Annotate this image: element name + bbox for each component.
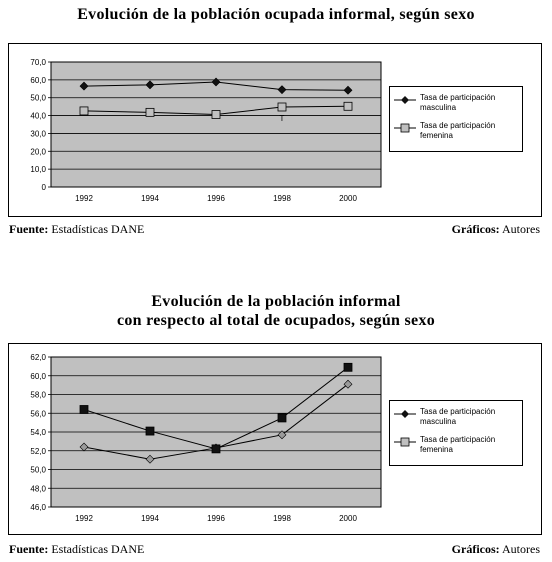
chart-annotation: T [280,114,285,123]
source-label: Fuente: [9,542,49,556]
data-point-square [79,405,89,414]
data-point-square [79,106,89,116]
legend-diamond-icon [394,410,416,418]
data-point-square [277,413,287,423]
y-tick-label: 40,0 [30,112,46,121]
y-tick-label: 46,0 [30,503,46,512]
chart1-credits: Gráficos: Autores [452,222,540,237]
data-point-square [277,102,287,112]
legend-square-icon [394,437,416,447]
chart1-plot: 70,0 60,0 50,0 40,0 30,0 20,0 10,0 0 1992 1994 199… [30,58,382,203]
chart2-legend-male-label: Tasa de participación masculina [420,407,496,426]
chart2-source: Fuente: Estadísticas DANE [9,542,144,557]
chart1-source: Fuente: Estadísticas DANE [9,222,144,237]
y-tick-label: 30,0 [30,129,46,138]
y-tick-label: 20,0 [30,147,46,156]
source-label: Fuente: [9,222,49,236]
x-tick-label: 1992 [75,194,93,203]
chart1-legend: Tasa de participación masculina Tasa de … [389,86,523,152]
source-value: Estadísticas DANE [51,542,145,556]
data-point-diamond [79,81,89,91]
y-tick-label: 58,0 [30,391,46,400]
chart2-legend-female-label: Tasa de participación femenina [420,435,496,454]
y-tick-label: 10,0 [30,165,46,174]
chart1-title: Evolución de la población ocupada inform… [77,6,475,23]
y-tick-label: 56,0 [30,409,46,418]
credits-label: Gráficos: [451,222,500,236]
y-tick-label: 60,0 [30,372,46,381]
data-point-diamond [343,85,353,95]
chart1-legend-male-label: Tasa de participación masculina [420,93,496,112]
y-tick-label: 52,0 [30,447,46,456]
credits-label: Gráficos: [451,542,500,556]
data-point-square [145,426,155,436]
x-tick-label: 1994 [141,194,159,203]
data-point-square [211,110,221,119]
x-tick-label: 2000 [339,514,357,523]
data-point-diamond [145,80,155,90]
y-tick-label: 50,0 [30,466,46,475]
chart2-frame: 62,0 60,0 58,0 56,0 54,0 52,0 50,0 48,0 46,0 1992… [8,343,542,535]
credits-value: Autores [502,542,540,556]
data-point-diamond [145,454,155,464]
chart2-plot: 62,0 60,0 58,0 56,0 54,0 52,0 50,0 48,0 46,0 1992… [30,353,382,523]
x-tick-label: 1996 [207,514,225,523]
source-value: Estadísticas DANE [51,222,145,236]
data-point-diamond [79,442,89,452]
x-tick-label: 2000 [339,194,357,203]
data-point-square [145,107,155,117]
data-point-diamond [277,85,287,95]
x-tick-label: 1996 [207,194,225,203]
data-point-diamond [277,430,287,440]
x-tick-label: 1994 [141,514,159,523]
y-tick-label: 70,0 [30,58,46,67]
legend-diamond-icon [394,96,416,104]
chart2-title-line1: Evolución de la población informal [151,293,401,310]
legend-square-icon [394,123,416,133]
chart2-legend: Tasa de participación masculina Tasa de … [389,400,523,466]
x-tick-label: 1998 [273,194,291,203]
chart2-credits: Gráficos: Autores [452,542,540,557]
data-point-square [343,101,353,111]
y-tick-label: 50,0 [30,94,46,103]
chart2-title-line2: con respecto al total de ocupados, según… [116,312,436,329]
credits-value: Autores [502,222,540,236]
y-tick-label: 0 [42,183,47,192]
data-point-square [343,362,353,372]
x-tick-label: 1998 [273,514,291,523]
x-tick-label: 1992 [75,514,93,523]
data-point-square [211,444,221,454]
y-tick-label: 60,0 [30,76,46,85]
y-tick-label: 48,0 [30,484,46,493]
y-tick-label: 62,0 [30,353,46,362]
chart1-legend-female-label: Tasa de participación femenina [420,121,496,140]
chart1-frame: 70,0 60,0 50,0 40,0 30,0 20,0 10,0 0 1992 1994 199… [8,43,542,217]
data-point-diamond [343,379,353,389]
data-point-diamond [211,77,221,87]
y-tick-label: 54,0 [30,428,46,437]
